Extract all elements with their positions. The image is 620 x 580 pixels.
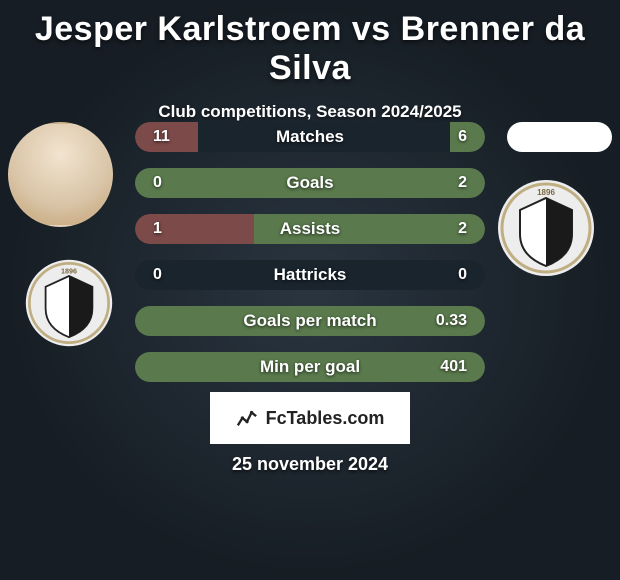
stat-row: 12Assists — [135, 214, 485, 244]
stat-bar-right — [135, 168, 485, 198]
stat-row: 02Goals — [135, 168, 485, 198]
stat-bar-right — [135, 352, 485, 382]
footer-site-badge: FcTables.com — [210, 392, 410, 444]
badge-year: 1896 — [537, 188, 555, 197]
stat-bar-right — [254, 214, 485, 244]
stats-panel: 116Matches 02Goals 12Assists 0 0Hattricks 0.3… — [135, 122, 485, 398]
stat-value-left: 0 — [153, 260, 162, 290]
footer-site-text: FcTables.com — [266, 408, 385, 429]
stat-label: Hattricks — [135, 260, 485, 290]
page-subtitle: Club competitions, Season 2024/2025 — [0, 102, 620, 122]
player-left-avatar — [8, 122, 113, 227]
stat-row: 401Min per goal — [135, 352, 485, 382]
stat-bar-right — [450, 122, 485, 152]
badge-year: 1896 — [61, 266, 77, 275]
page-title: Jesper Karlstroem vs Brenner da Silva — [0, 0, 620, 88]
stat-bar-right — [135, 306, 485, 336]
stat-row: 0 0Hattricks — [135, 260, 485, 290]
club-badge-left: 1896 — [24, 258, 114, 348]
club-badge-right: 1896 — [496, 178, 596, 278]
stat-row: 0.33Goals per match — [135, 306, 485, 336]
stat-bar-left — [135, 214, 254, 244]
stat-row: 116Matches — [135, 122, 485, 152]
stat-bar-left — [135, 122, 198, 152]
player-right-avatar — [507, 122, 612, 152]
chart-icon — [236, 407, 258, 429]
stat-value-right: 0 — [458, 260, 467, 290]
footer-date: 25 november 2024 — [0, 454, 620, 475]
